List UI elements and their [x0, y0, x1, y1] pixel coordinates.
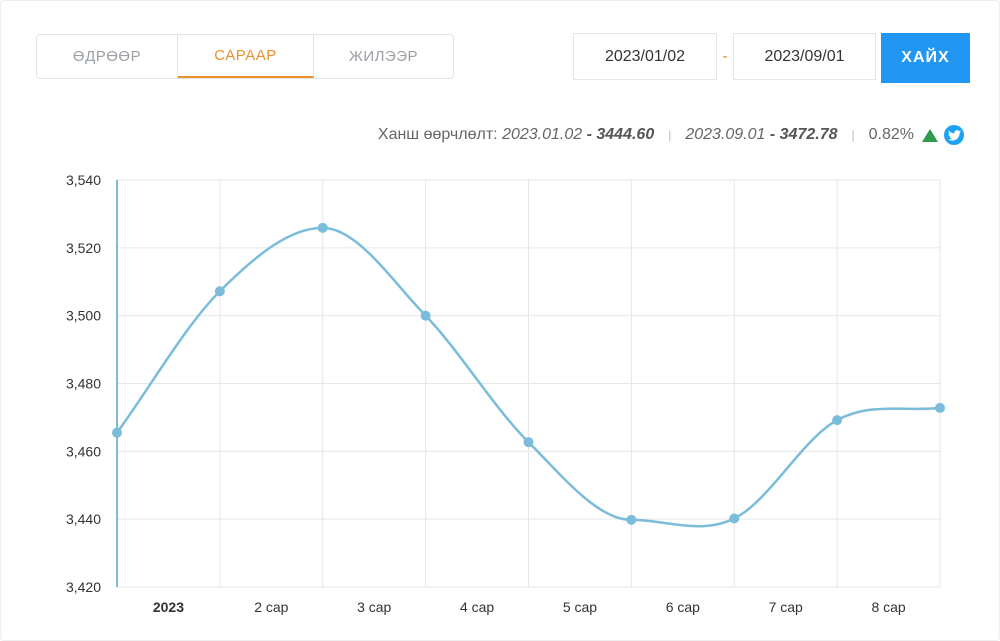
date-to-input[interactable]	[733, 33, 876, 80]
summary-start-dash: -	[586, 126, 592, 143]
summary-end-value: 3472.78	[779, 126, 838, 143]
x-tick-label: 5 сар	[563, 599, 597, 615]
y-tick-label: 3,480	[66, 376, 101, 392]
x-tick-label: 2023	[153, 599, 184, 615]
series-line	[115, 226, 941, 528]
tab-daily[interactable]: ӨДРӨӨР	[37, 35, 178, 78]
chart-grid	[117, 179, 941, 588]
data-point[interactable]	[317, 222, 328, 233]
y-tick-label: 3,500	[66, 308, 101, 324]
chart-series	[112, 222, 945, 528]
summary-change-percent: 0.82%	[868, 126, 914, 143]
tab-monthly[interactable]: САРААР	[178, 35, 314, 78]
date-range-separator: -	[722, 48, 728, 65]
period-tabs: ӨДРӨӨР САРААР ЖИЛЭЭР	[36, 34, 454, 79]
data-point[interactable]	[420, 310, 431, 321]
search-button[interactable]: ХАЙХ	[881, 33, 970, 83]
summary-start-value: 3444.60	[596, 126, 655, 143]
x-tick-label: 8 сар	[871, 599, 905, 615]
y-axis: 3,420 3,440 3,460 3,480 3,500 3,520 3,540	[66, 172, 118, 595]
x-tick-label: 7 сар	[769, 599, 803, 615]
x-tick-label: 6 сар	[666, 599, 700, 615]
tab-yearly[interactable]: ЖИЛЭЭР	[348, 48, 419, 65]
x-tick-label: 2 сар	[254, 599, 288, 615]
data-point[interactable]	[523, 437, 534, 448]
summary-separator-1: |	[668, 128, 672, 142]
summary-end-dash: -	[769, 126, 776, 143]
data-point[interactable]	[626, 514, 637, 525]
data-point[interactable]	[729, 513, 740, 524]
twitter-icon[interactable]	[944, 125, 964, 145]
summary-label: Ханш өөрчлөлт:	[377, 126, 498, 143]
summary-separator-2: |	[851, 128, 855, 142]
up-arrow-icon	[922, 128, 938, 142]
y-tick-label: 3,520	[66, 240, 101, 256]
y-tick-label: 3,540	[66, 172, 101, 188]
data-point[interactable]	[112, 427, 122, 438]
y-tick-label: 3,440	[66, 511, 101, 527]
exchange-rate-chart: 3,420 3,440 3,460 3,480 3,500 3,520 3,540 2023…	[66, 172, 945, 615]
y-tick-label: 3,420	[66, 579, 101, 595]
data-point[interactable]	[832, 415, 843, 426]
x-tick-label: 3 сар	[357, 599, 391, 615]
summary-end-date: 2023.09.01	[685, 126, 766, 143]
data-point[interactable]	[214, 286, 225, 297]
x-axis: 2023 2 сар 3 сар 4 сар 5 сар 6 сар 7 сар 8 сар	[153, 599, 906, 615]
y-tick-label: 3,460	[66, 443, 101, 459]
x-tick-label: 4 сар	[460, 599, 494, 615]
data-point[interactable]	[935, 402, 945, 413]
rate-change-summary: Ханш өөрчлөлт: 2023.01.02 - 3444.60 | 20…	[378, 124, 964, 146]
date-from-input[interactable]	[573, 33, 717, 80]
summary-start-date: 2023.01.02	[502, 126, 583, 143]
